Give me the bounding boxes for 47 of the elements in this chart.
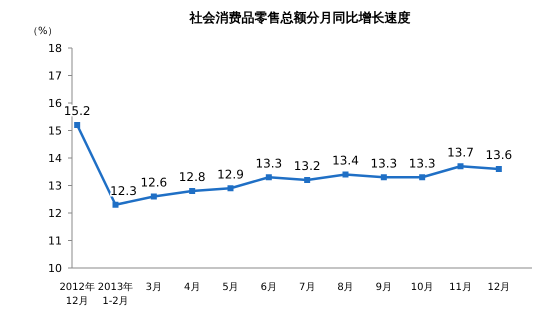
y-tick-label: 17 [48, 70, 62, 82]
point [74, 122, 80, 128]
point [228, 185, 234, 192]
x-tick-label: 2012年 12月 [59, 281, 95, 307]
data-label: 12.9 [217, 167, 244, 182]
x-tick-label: 4月 [184, 282, 200, 293]
x-tick-label: 11月 [449, 282, 472, 293]
point [342, 172, 348, 178]
data-label: 12.3 [110, 184, 137, 198]
x-tick-label: 7月 [298, 282, 316, 293]
x-tick-label: 5月 [222, 282, 239, 293]
point [266, 174, 272, 180]
data-label: 13.7 [447, 145, 474, 160]
y-tick-label: 12 [48, 207, 62, 220]
x-tick-label: 2013年 1-2月 [98, 281, 134, 307]
x-tick-label: 8月 [337, 282, 354, 293]
point [150, 194, 157, 200]
y-tick-label: 11 [48, 234, 62, 248]
data-label: 13.3 [408, 156, 436, 170]
chart-title: 社会消费品零售总额分月同比增长速度 [188, 10, 410, 26]
y-tick-label: 13 [48, 180, 62, 192]
data-label: 13.3 [370, 156, 398, 170]
data-label: 12.8 [178, 170, 206, 184]
x-tick-label: 9月 [376, 282, 392, 293]
data-label: 13.2 [294, 159, 321, 173]
point [112, 202, 118, 208]
x-tick-label: 6月 [260, 282, 278, 293]
data-label: 13.3 [255, 156, 282, 170]
y-tick-label: 14 [48, 152, 62, 165]
point [496, 166, 502, 172]
data-label: 12.6 [140, 176, 168, 190]
data-label: 15.2 [64, 104, 91, 118]
y-axis-title: （%） [28, 26, 58, 37]
y-tick-label: 10 [48, 262, 62, 275]
data-label: 13.6 [485, 148, 512, 162]
data-label: 13.4 [332, 154, 359, 168]
x-tick-label: 3月 [146, 282, 162, 293]
y-tick-label: 15 [48, 124, 62, 138]
point [189, 188, 196, 194]
y-tick-label: 16 [48, 97, 62, 110]
x-tick-label: 12月 [487, 282, 510, 293]
point [380, 174, 387, 180]
y-tick-label: 18 [48, 42, 62, 55]
point [458, 163, 464, 170]
point [304, 177, 310, 183]
point [419, 174, 426, 180]
x-tick-label: 10月 [410, 282, 434, 293]
